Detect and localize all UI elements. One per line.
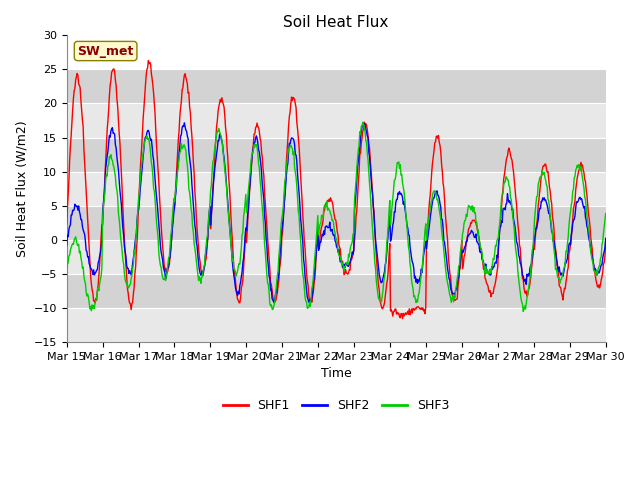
Bar — [67, 240, 605, 274]
SHF2 — [403, 223, 411, 228]
SHF3 — [520, 309, 527, 314]
Title: Soil Heat Flux: Soil Heat Flux — [284, 15, 389, 30]
Bar — [67, 36, 605, 70]
Bar — [67, 171, 605, 205]
SHF1 — [145, 58, 152, 63]
Line: SHF2: SHF2 — [67, 123, 605, 303]
Bar — [67, 205, 605, 240]
Bar — [67, 104, 605, 138]
SHF3 — [183, 157, 191, 163]
SHF3 — [72, 238, 80, 244]
SHF2 — [212, 157, 220, 163]
Bar — [67, 308, 605, 342]
SHF2 — [271, 300, 278, 306]
SHF2 — [602, 236, 609, 241]
SHF1 — [403, 311, 411, 316]
Bar — [67, 138, 605, 171]
SHF3 — [403, 215, 410, 221]
Bar — [67, 70, 605, 104]
SHF2 — [72, 204, 80, 209]
Text: SW_met: SW_met — [77, 45, 134, 58]
SHF3 — [211, 144, 219, 149]
SHF2 — [180, 120, 188, 126]
SHF1 — [399, 316, 406, 322]
SHF1 — [419, 305, 427, 311]
Bar — [67, 274, 605, 308]
SHF3 — [128, 273, 136, 278]
Line: SHF1: SHF1 — [67, 60, 605, 319]
SHF1 — [184, 81, 191, 87]
Y-axis label: Soil Heat Flux (W/m2): Soil Heat Flux (W/m2) — [15, 120, 28, 257]
SHF2 — [184, 133, 191, 139]
X-axis label: Time: Time — [321, 367, 351, 380]
Line: SHF3: SHF3 — [67, 122, 605, 312]
SHF1 — [63, 221, 70, 227]
SHF2 — [63, 243, 70, 249]
SHF3 — [359, 120, 367, 125]
SHF3 — [63, 266, 70, 272]
SHF3 — [602, 211, 609, 216]
SHF1 — [72, 74, 80, 80]
Legend: SHF1, SHF2, SHF3: SHF1, SHF2, SHF3 — [218, 394, 455, 417]
SHF2 — [128, 268, 136, 274]
SHF1 — [602, 240, 609, 246]
SHF2 — [419, 262, 427, 267]
SHF1 — [128, 301, 136, 307]
SHF3 — [418, 267, 426, 273]
SHF1 — [212, 136, 220, 142]
